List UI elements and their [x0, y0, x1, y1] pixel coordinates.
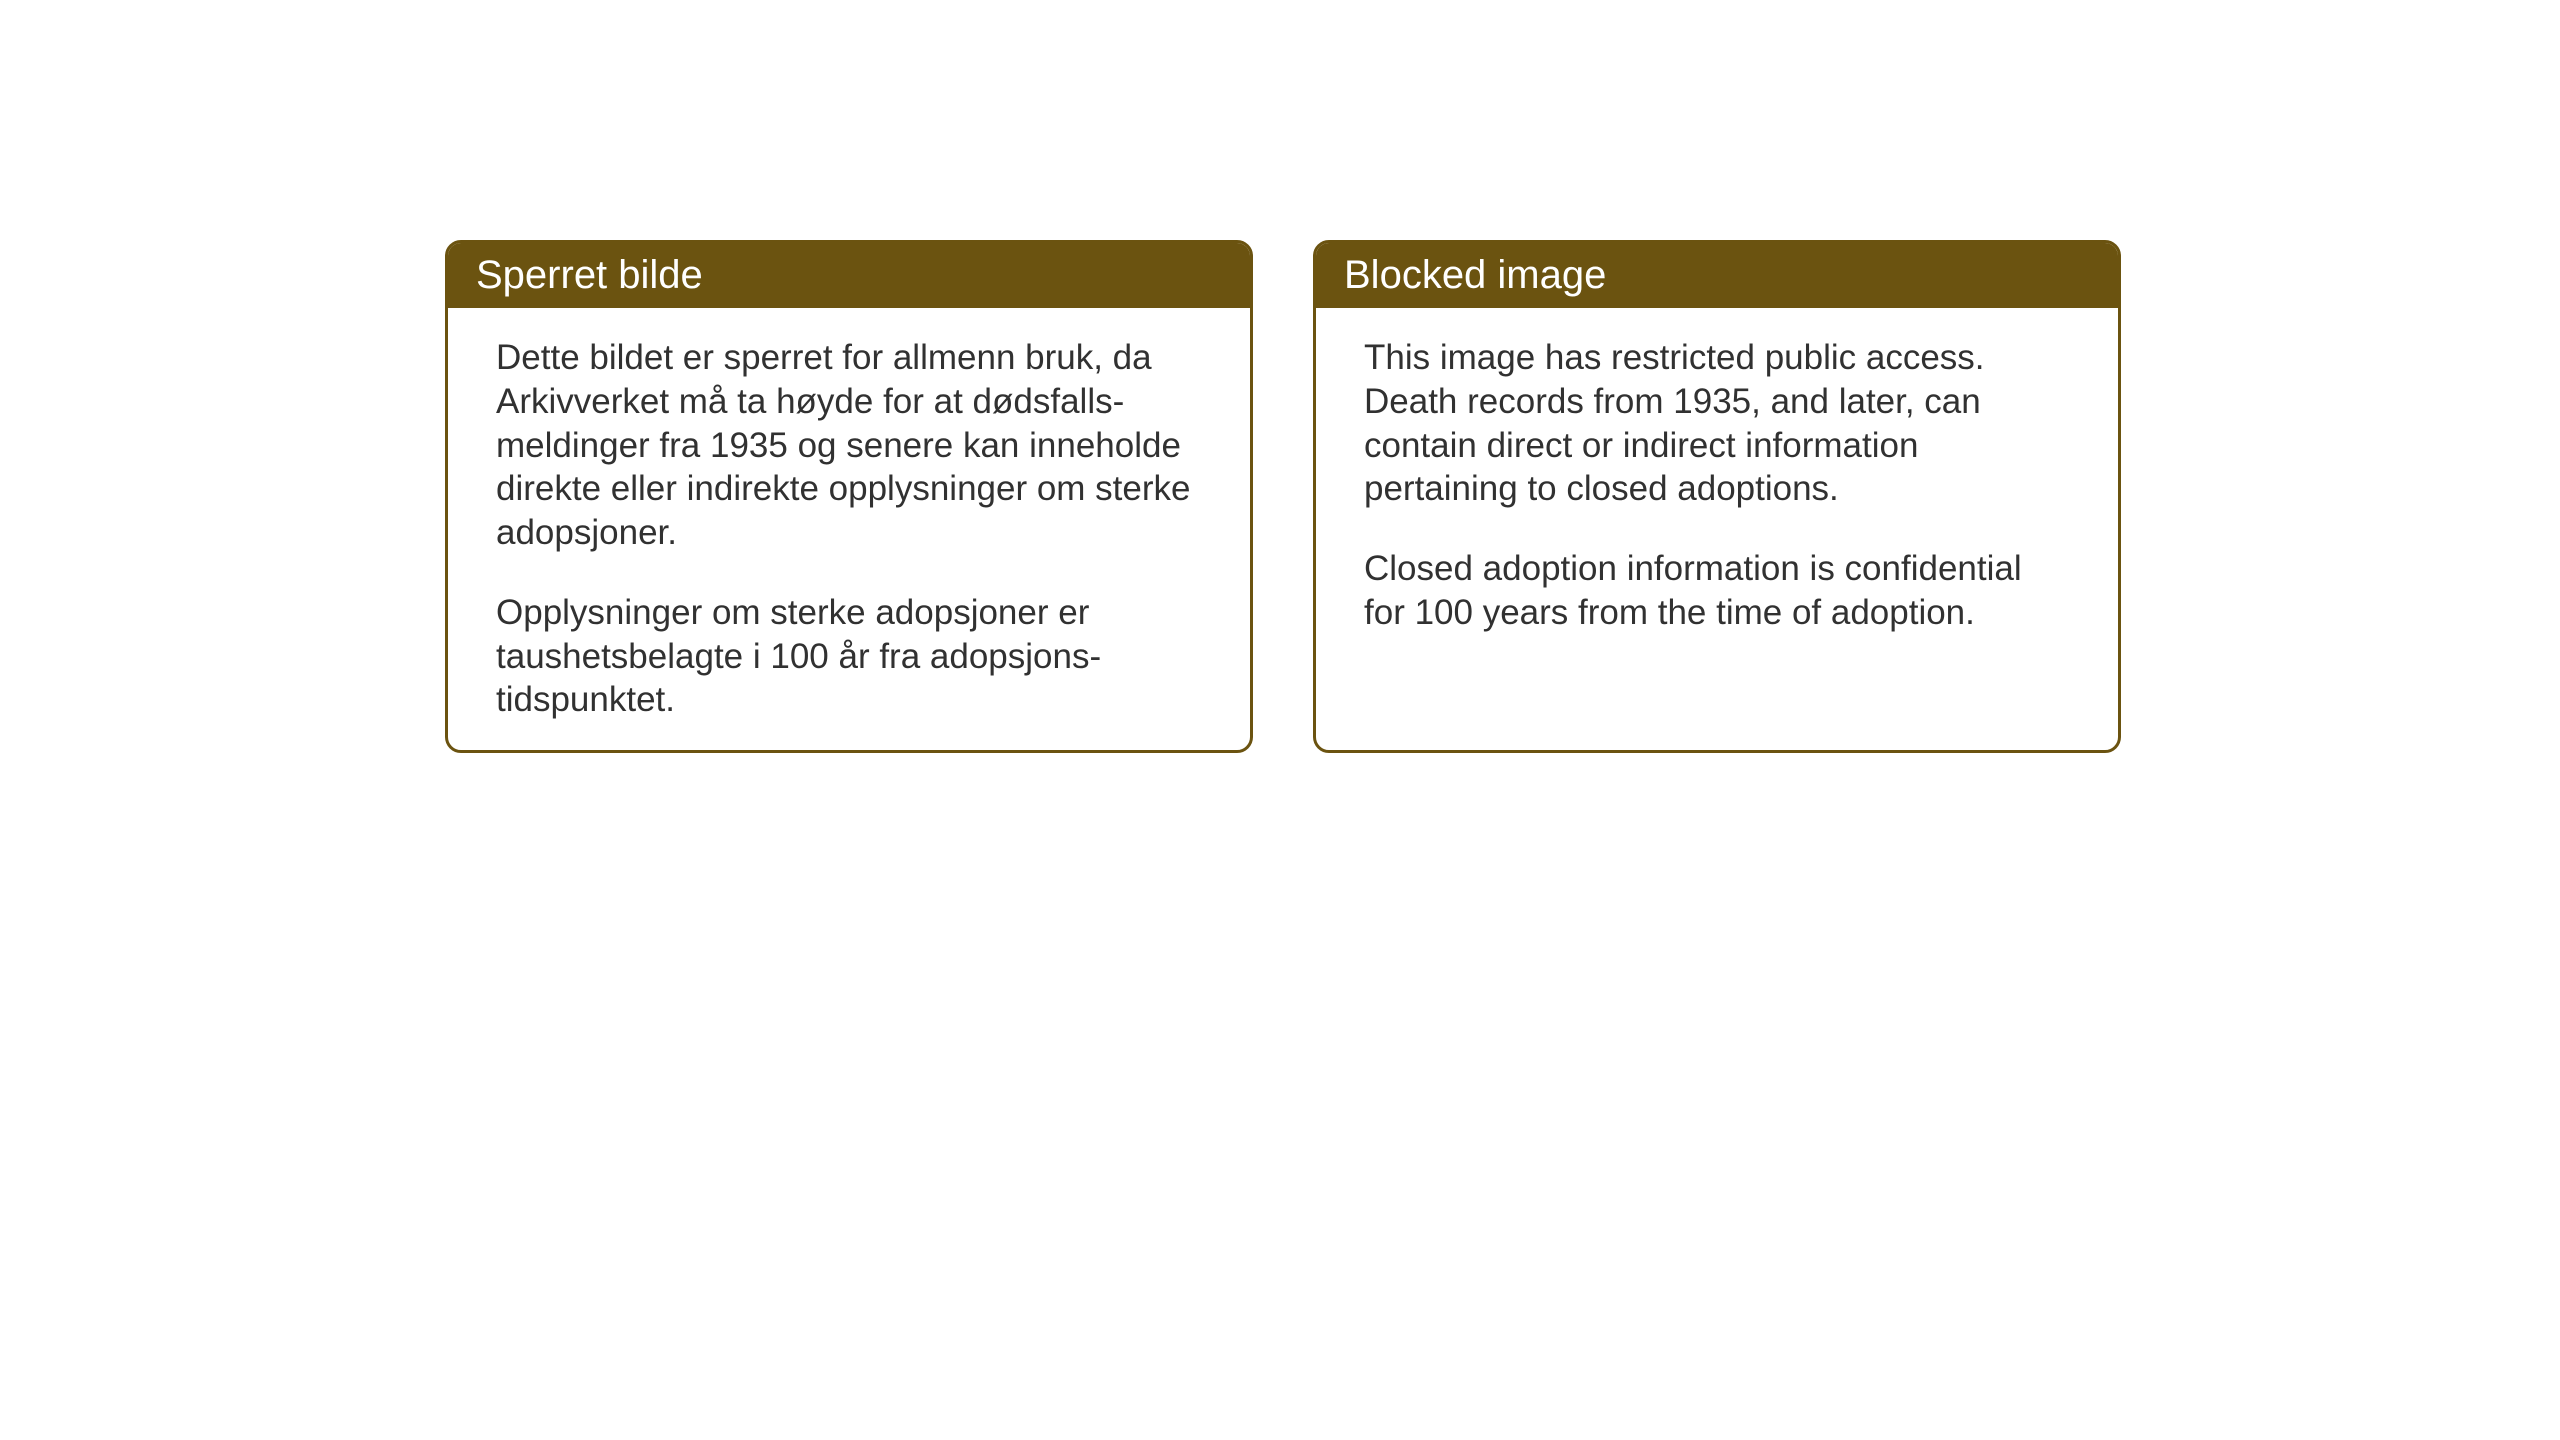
card-paragraph: Opplysninger om sterke adopsjoner er tau…: [496, 591, 1202, 722]
notice-card-english: Blocked image This image has restricted …: [1313, 240, 2121, 753]
card-paragraph: Closed adoption information is confident…: [1364, 547, 2070, 635]
card-body-norwegian: Dette bildet er sperret for allmenn bruk…: [448, 308, 1250, 750]
card-header-norwegian: Sperret bilde: [448, 243, 1250, 308]
card-title: Blocked image: [1344, 253, 1606, 297]
card-paragraph: Dette bildet er sperret for allmenn bruk…: [496, 336, 1202, 555]
card-body-english: This image has restricted public access.…: [1316, 308, 2118, 663]
card-header-english: Blocked image: [1316, 243, 2118, 308]
card-paragraph: This image has restricted public access.…: [1364, 336, 2070, 511]
notice-card-norwegian: Sperret bilde Dette bildet er sperret fo…: [445, 240, 1253, 753]
card-title: Sperret bilde: [476, 253, 703, 297]
notice-container: Sperret bilde Dette bildet er sperret fo…: [445, 240, 2121, 753]
